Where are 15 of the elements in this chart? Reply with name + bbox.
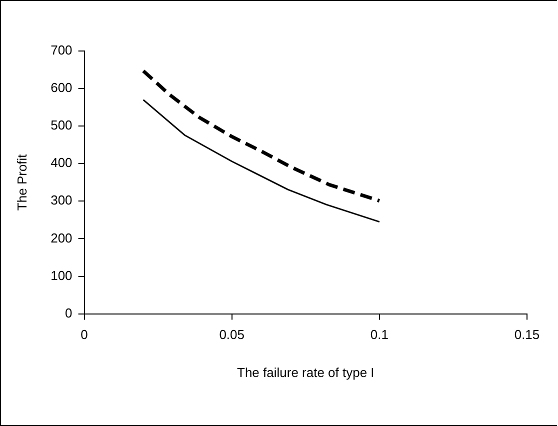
y-tick-label: 600 <box>50 80 72 96</box>
y-tick-label: 200 <box>50 230 72 246</box>
x-tick-label: 0 <box>80 327 88 342</box>
x-axis-title: The failure rate of type I <box>236 364 374 380</box>
y-tick-label: 100 <box>50 268 72 283</box>
y-tick-label: 700 <box>50 42 72 58</box>
y-tick-label: 400 <box>50 155 72 170</box>
y-axis-title: The Profit <box>14 154 30 211</box>
x-tick-label: 0.1 <box>370 327 388 342</box>
x-tick-label: 0.15 <box>514 327 540 342</box>
x-tick-label: 0.05 <box>219 327 245 342</box>
y-tick-label: 300 <box>50 192 72 208</box>
y-tick-label: 0 <box>65 305 72 320</box>
y-tick-label: 500 <box>50 118 72 133</box>
line-series <box>142 69 382 203</box>
